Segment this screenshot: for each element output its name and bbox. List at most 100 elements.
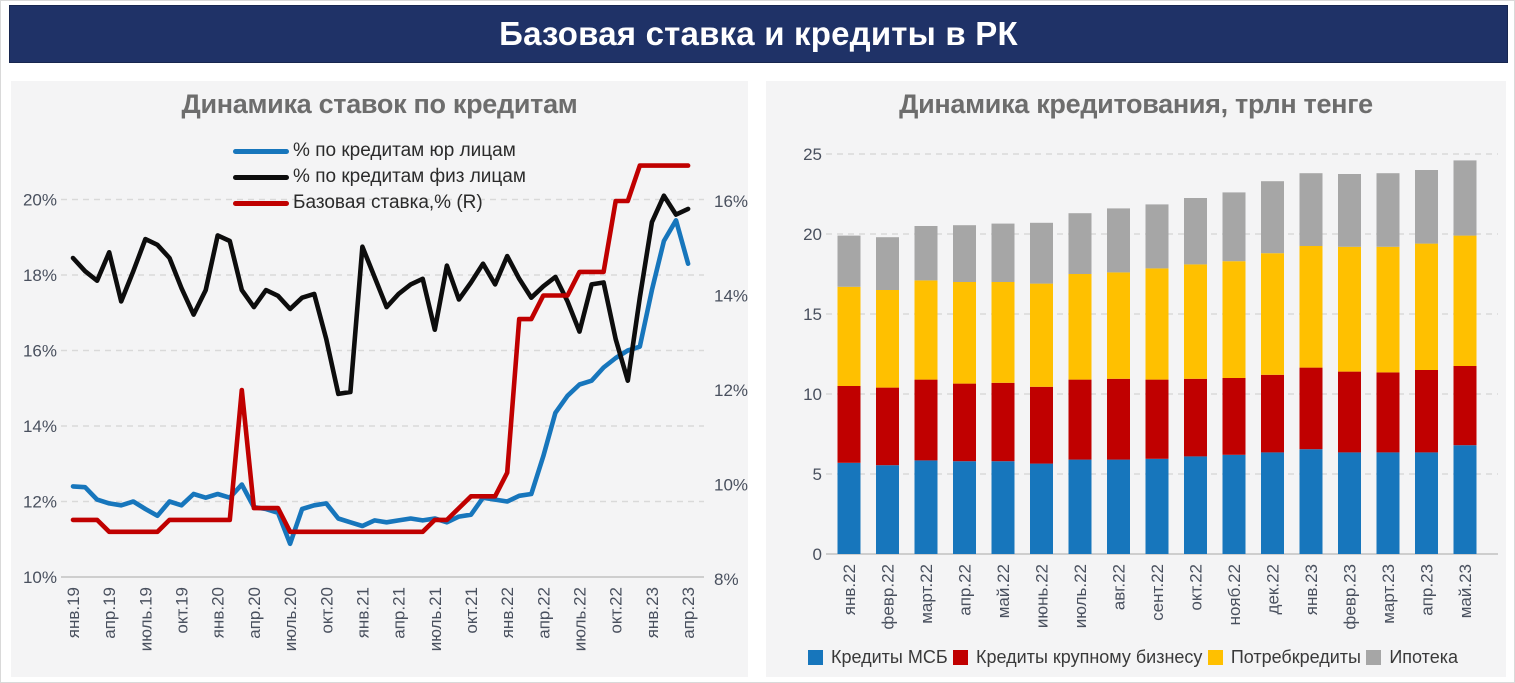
left-axis-tick: 18% [23,266,57,285]
bar-segment [1068,459,1092,554]
bar-segment [1184,198,1207,265]
legend-box-swatch [1366,649,1382,665]
bar-segment [1068,213,1092,274]
bar-segment [876,237,899,290]
bar-segment [1376,452,1400,554]
bar-segment [1453,160,1477,236]
line-series [70,193,691,397]
bar-segment [1222,454,1246,554]
bar-segment [1145,458,1169,554]
legend-box-swatch [953,649,969,665]
bar-segment [1107,272,1130,379]
left-axis-tick: 14% [23,417,57,436]
bar-segment [953,461,976,554]
bar-segment [1145,379,1169,459]
x-axis-tick: июнь.22 [1033,564,1052,628]
bar-segment [1068,379,1092,460]
bar-segment [837,235,861,287]
legend-item: Потребкредиты [1207,646,1361,668]
x-axis-tick: окт.22 [1187,564,1206,611]
bar-segment [914,280,938,380]
line-series [70,218,691,547]
bar-segment [876,465,899,554]
bar-segment [837,286,861,386]
y-axis-tick: 15 [803,305,822,324]
legend-label: Потребкредиты [1230,646,1361,667]
y-axis-tick: 20 [803,225,822,244]
bar-segment [1453,445,1477,554]
x-axis-tick: авг.22 [1110,564,1129,610]
left-axis-tick: 12% [23,493,57,512]
loan-rates-chart-panel: 20% 18% 16% 14% 12% 10% 16% 14% 12% 10% 8% янв.19 ап… [11,81,748,677]
x-axis-tick: окт.20 [317,587,336,634]
bar-segment [953,225,976,282]
y-axis-tick: 10 [803,385,822,404]
bar-segment [914,226,938,281]
y-axis-tick: 25 [803,145,822,164]
bar-segment [1299,367,1323,450]
x-axis-tick: янв.23 [1302,564,1321,615]
line-series [70,163,691,535]
x-axis-tick: апр.22 [956,564,975,616]
loan-rates-line-chart: 20% 18% 16% 14% 12% 10% 16% 14% 12% 10% 8% янв.19 ап… [23,163,748,651]
left-axis-tick: 20% [23,191,57,210]
bar-segment [953,383,976,462]
x-axis-tick: март.22 [917,564,936,624]
bar-segment [1376,372,1400,453]
bar-segment [1376,173,1400,247]
bar-segment [1030,283,1053,387]
right-axis-tick: 12% [714,381,748,400]
bar-segment [1415,370,1438,453]
x-axis-tick: апр.23 [1418,564,1437,616]
bar-segment [953,282,976,384]
bar-segment [1030,222,1053,284]
bar-segment [1222,261,1246,378]
bar-segment [1299,173,1323,246]
legend-label: Ипотека [1389,646,1458,667]
bar-segment [876,387,899,466]
bar-segment [1261,452,1284,554]
bar-segment [1184,264,1207,379]
legend-box-swatch [808,649,823,665]
bar-segment [991,382,1015,462]
right-axis-tick: 10% [714,476,748,495]
bar-segment [1107,378,1130,460]
right-axis-tick: 14% [714,287,748,306]
x-axis-tick: апр.23 [679,587,698,639]
lending-chart-panel: 25 20 15 10 5 0 янв.22 февр.22 март.22 апр.22 май.… [766,81,1506,677]
y-axis-tick: 5 [813,465,822,484]
right-axis-tick: 16% [714,192,748,211]
x-axis-tick: янв.19 [64,587,83,638]
left-axis-tick: 16% [23,342,57,361]
bar-segment [1376,246,1400,373]
bar-segment [1415,452,1438,554]
x-axis-tick: сент.22 [1148,564,1167,621]
x-axis-tick: окт.19 [173,587,192,634]
bar-segment [1030,386,1053,464]
x-axis-tick: янв.22 [840,564,859,615]
x-axis-tick: нояб.22 [1225,564,1244,625]
legend-label: Кредиты МСБ [831,646,948,667]
legend-item: Кредиты крупному бизнесу [953,647,1202,668]
y-axis-tick: 0 [813,545,822,564]
legend-label: Кредиты крупному бизнесу [976,646,1203,667]
bar-segment [1145,204,1169,269]
x-axis-tick: апр.20 [245,587,264,639]
bar-segment [991,223,1015,282]
x-axis-tick: окт.22 [607,587,626,634]
left-axis-tick: 10% [23,568,57,587]
page-title: Базовая ставка и кредиты в РК [499,15,1018,52]
bar-segment [1222,378,1246,455]
x-axis-tick: июль.20 [281,587,300,651]
bar-segment [837,386,861,463]
x-axis-tick: июль.22 [1071,564,1090,628]
x-axis-tick: июль.21 [426,587,445,651]
x-axis-tick: янв.23 [643,587,662,638]
legend-box-swatch [1207,649,1223,665]
bar-segment [1338,246,1361,372]
bar-segment [1184,456,1207,554]
bar-segment [837,462,861,554]
bar-segment [1107,208,1130,273]
x-axis-tick: янв.21 [353,587,372,638]
